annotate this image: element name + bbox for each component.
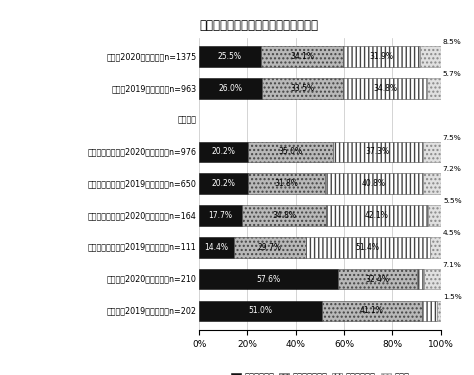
Bar (234, 237, 306, 258)
Text: 民間シェルター（2019年度結果）n=650: 民間シェルター（2019年度結果）n=650 (88, 179, 197, 188)
Bar (417, 269, 424, 290)
Bar (343, 78, 427, 99)
Text: 20.2%: 20.2% (211, 179, 236, 188)
Text: 51.4%: 51.4% (356, 243, 380, 252)
Bar (420, 46, 441, 67)
Text: 図表：スタッフの勤務形態別構成割合: 図表：スタッフの勤務形態別構成割合 (199, 19, 318, 32)
Text: 42.1%: 42.1% (365, 211, 389, 220)
Text: 37.3%: 37.3% (365, 147, 390, 156)
Bar (248, 173, 325, 194)
Bar (423, 142, 441, 162)
Text: 34.8%: 34.8% (373, 84, 397, 93)
Bar (343, 46, 420, 67)
Text: 41.1%: 41.1% (360, 306, 384, 315)
Bar (325, 173, 423, 194)
Bar (248, 142, 333, 162)
Bar (199, 173, 248, 194)
Text: 40.8%: 40.8% (362, 179, 386, 188)
Bar (326, 205, 428, 226)
Text: 32.4%: 32.4% (365, 274, 390, 284)
Bar (430, 237, 441, 258)
Text: 34.1%: 34.1% (290, 52, 314, 61)
Bar (199, 301, 322, 321)
Text: 20.2%: 20.2% (211, 147, 236, 156)
Legend: 常勤スタッフ, 非常勤スタッフ, ボランティア, その他: 常勤スタッフ, 非常勤スタッフ, ボランティア, その他 (228, 369, 412, 375)
Text: 5.7%: 5.7% (443, 71, 462, 77)
Text: 31.9%: 31.9% (370, 52, 394, 61)
Text: 14.4%: 14.4% (204, 243, 228, 252)
Bar (199, 78, 262, 99)
Bar (424, 269, 441, 290)
Text: 1.5%: 1.5% (443, 294, 462, 300)
Text: 【内訳】: 【内訳】 (178, 116, 197, 124)
Bar (437, 301, 441, 321)
Text: 35.0%: 35.0% (278, 147, 302, 156)
Bar (199, 46, 261, 67)
Bar (306, 237, 430, 258)
Text: 51.0%: 51.0% (249, 306, 273, 315)
Text: 25.5%: 25.5% (218, 52, 242, 61)
Text: ステップハウス（2019年度結果）n=111: ステップハウス（2019年度結果）n=111 (88, 243, 197, 252)
Text: その他（2019年度結果）n=202: その他（2019年度結果）n=202 (107, 306, 197, 315)
Bar (199, 237, 234, 258)
Bar (261, 46, 343, 67)
Bar (322, 301, 422, 321)
Text: 57.6%: 57.6% (256, 274, 281, 284)
Text: 民間シェルター（2020年度結果）n=976: 民間シェルター（2020年度結果）n=976 (88, 147, 197, 156)
Text: 7.1%: 7.1% (443, 262, 462, 268)
Bar (422, 301, 437, 321)
Text: 26.0%: 26.0% (219, 84, 243, 93)
Text: 5.5%: 5.5% (443, 198, 462, 204)
Text: 29.7%: 29.7% (258, 243, 282, 252)
Text: 全体（2019年度結果）n=963: 全体（2019年度結果）n=963 (111, 84, 197, 93)
Text: 4.5%: 4.5% (443, 230, 461, 236)
Text: 34.8%: 34.8% (272, 211, 296, 220)
Text: 全体（2020年度結果）n=1375: 全体（2020年度結果）n=1375 (106, 52, 197, 61)
Bar (242, 205, 326, 226)
Bar (199, 269, 338, 290)
Bar (199, 205, 242, 226)
Bar (199, 142, 248, 162)
Bar (338, 269, 417, 290)
Text: 33.5%: 33.5% (291, 84, 314, 93)
Text: その他（2020年度結果）n=210: その他（2020年度結果）n=210 (107, 274, 197, 284)
Text: 31.8%: 31.8% (274, 179, 298, 188)
Bar (333, 142, 423, 162)
Text: 7.5%: 7.5% (443, 135, 462, 141)
Text: ステップハウス（2020年度結果）n=164: ステップハウス（2020年度結果）n=164 (88, 211, 197, 220)
Bar (423, 173, 441, 194)
Bar (262, 78, 343, 99)
Bar (428, 205, 441, 226)
Text: 17.7%: 17.7% (209, 211, 232, 220)
Bar (427, 78, 441, 99)
Text: 8.5%: 8.5% (443, 39, 462, 45)
Text: 7.2%: 7.2% (443, 166, 462, 172)
